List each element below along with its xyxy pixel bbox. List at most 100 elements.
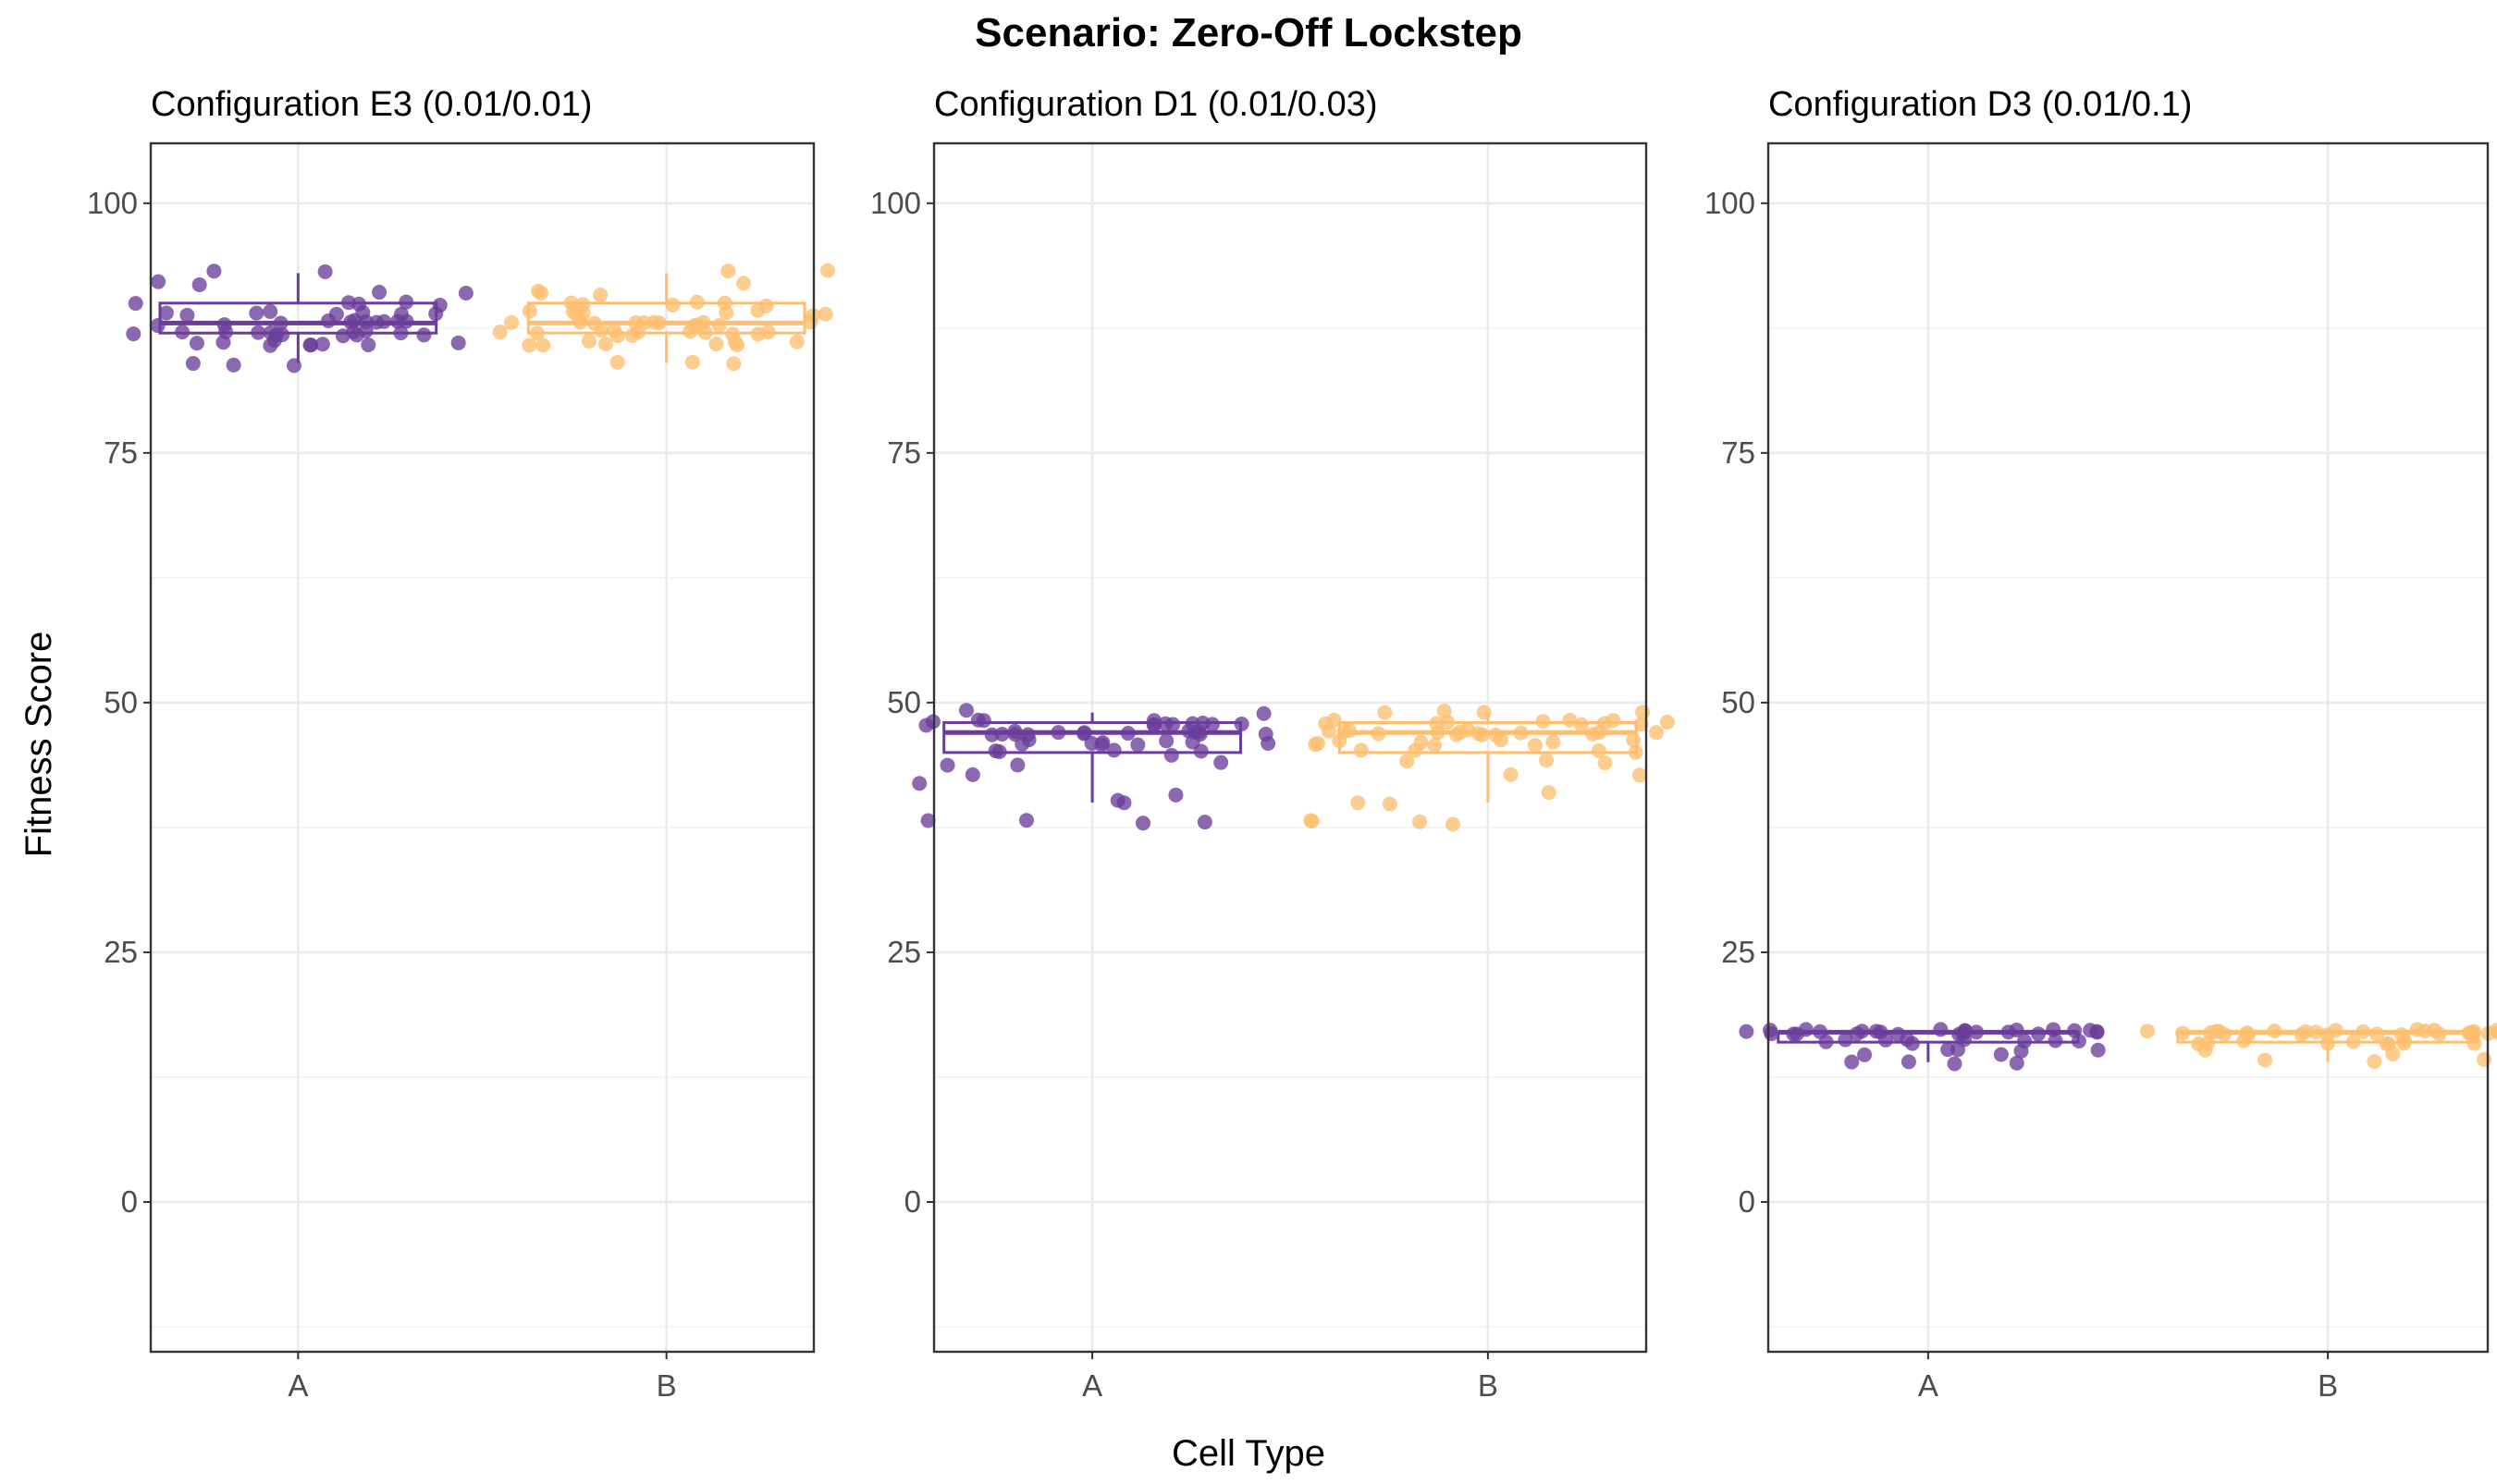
data-point: [2328, 1023, 2343, 1038]
data-point: [504, 314, 520, 330]
x-axis-title: Cell Type: [1172, 1433, 1325, 1474]
data-point: [347, 313, 363, 328]
data-point: [1452, 724, 1468, 740]
data-point: [185, 356, 201, 372]
data-point: [1838, 1032, 1853, 1048]
group-B: [492, 263, 836, 372]
data-point: [263, 303, 278, 319]
y-tick-label: 0: [121, 1184, 138, 1219]
y-tick-label: 50: [887, 685, 921, 719]
data-point: [2175, 1025, 2191, 1041]
data-point: [1900, 1054, 1916, 1070]
data-point: [2393, 1027, 2409, 1043]
panels-layer: Configuration E3 (0.01/0.01) 0 25 50 75 100 A B…: [87, 85, 2497, 1403]
data-point: [750, 326, 766, 342]
data-point: [226, 357, 241, 373]
x-tick-label: A: [1918, 1368, 1938, 1403]
data-point: [2379, 1036, 2394, 1051]
data-point: [522, 303, 537, 319]
data-point: [1957, 1023, 1973, 1038]
data-point: [1120, 726, 1136, 742]
data-point: [581, 333, 597, 349]
x-tick-label: A: [1082, 1368, 1102, 1403]
data-point: [2345, 1034, 2361, 1049]
data-point: [1168, 787, 1184, 803]
y-axis-title: Fitness Score: [18, 632, 59, 858]
data-point: [2046, 1022, 2061, 1037]
data-point: [416, 327, 432, 343]
data-point: [1592, 725, 1607, 741]
chart-title: Scenario: Zero-Off Lockstep: [975, 10, 1522, 55]
data-point: [1631, 767, 1647, 783]
data-point: [1969, 1024, 1985, 1040]
data-point: [1412, 814, 1428, 829]
data-point: [189, 336, 204, 351]
data-point: [317, 264, 333, 279]
data-point: [1350, 795, 1366, 811]
data-point: [529, 325, 545, 341]
data-point: [2009, 1022, 2024, 1037]
data-point: [1377, 705, 1393, 720]
data-point: [1628, 744, 1643, 760]
data-point: [1539, 753, 1555, 768]
data-point: [665, 297, 681, 313]
data-point: [1106, 742, 1122, 758]
data-point: [1261, 735, 1276, 751]
data-point: [1868, 1024, 1884, 1039]
data-point: [303, 337, 319, 353]
data-point: [522, 337, 537, 353]
data-point: [1541, 785, 1556, 801]
data-point: [1597, 755, 1613, 771]
data-point: [920, 813, 936, 828]
data-point: [1136, 816, 1151, 831]
y-tick-label: 75: [104, 435, 138, 470]
group-A: [126, 264, 474, 374]
data-point: [2308, 1024, 2324, 1040]
data-point: [1854, 1024, 1870, 1039]
group-A: [1739, 1022, 2106, 1072]
data-point: [1051, 725, 1066, 741]
data-point: [2267, 1024, 2282, 1039]
data-point: [686, 318, 702, 334]
data-point: [720, 264, 736, 279]
data-point: [2236, 1033, 2252, 1049]
data-point: [1256, 705, 1272, 721]
data-point: [630, 325, 646, 340]
data-point: [736, 276, 752, 291]
data-point: [2211, 1024, 2227, 1039]
data-point: [2083, 1023, 2098, 1038]
data-point: [609, 328, 625, 344]
data-point: [358, 313, 374, 329]
data-point: [251, 325, 266, 340]
data-point: [126, 326, 141, 342]
data-point: [970, 712, 986, 728]
data-point: [151, 274, 166, 289]
data-point: [1234, 716, 1249, 731]
data-point: [1321, 723, 1336, 739]
data-point: [128, 296, 143, 312]
panel-border: [149, 141, 816, 1354]
data-point: [940, 757, 955, 773]
data-point: [2466, 1036, 2482, 1051]
data-point: [1021, 732, 1037, 748]
facet-panel-3: Configuration D3 (0.01/0.1) 0 25 50 75 100 A B: [1704, 85, 2497, 1403]
data-point: [1399, 754, 1415, 769]
data-point: [2090, 1042, 2106, 1058]
data-point: [1197, 815, 1212, 830]
panel-border: [932, 141, 1648, 1354]
data-point: [597, 337, 613, 352]
data-point: [750, 302, 766, 318]
data-point: [2140, 1024, 2156, 1039]
y-tick-label: 100: [87, 186, 138, 220]
data-point: [1430, 725, 1445, 741]
data-point: [535, 337, 551, 353]
data-point: [1626, 732, 1642, 748]
data-point: [1213, 754, 1229, 770]
group-B: [1303, 704, 1675, 832]
data-point: [2477, 1051, 2492, 1067]
data-point: [1513, 725, 1529, 741]
y-tick-label: 100: [1704, 186, 1755, 220]
data-point: [1010, 757, 1026, 773]
data-point: [492, 325, 508, 340]
data-point: [1933, 1022, 1949, 1037]
